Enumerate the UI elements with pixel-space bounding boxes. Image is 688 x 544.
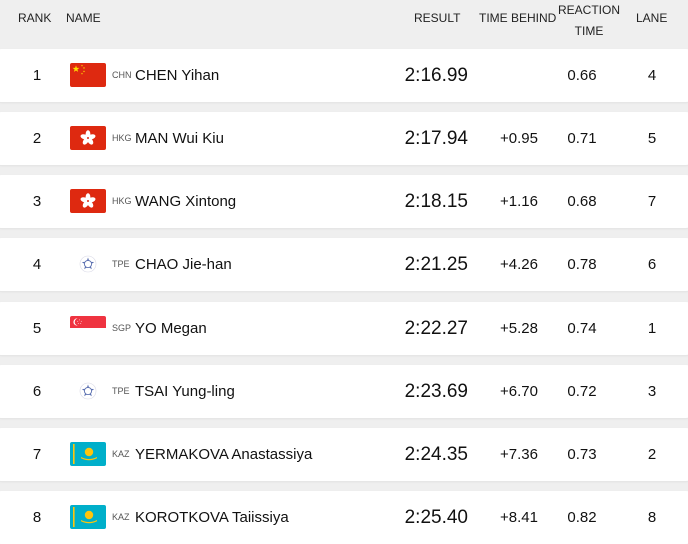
country-code: HKG: [112, 196, 132, 206]
result-row-1[interactable]: 1 CHN CHEN Yihan 2:16.99 0.66 4: [0, 49, 688, 102]
time-behind: +8.41: [500, 509, 538, 526]
country-code: CHN: [112, 70, 132, 80]
flag-chn-icon: [70, 63, 106, 87]
result-time: 2:21.25: [404, 254, 468, 275]
result-row-7[interactable]: 7 KAZ YERMAKOVA Anastassiya 2:24.35 +7.3…: [0, 428, 688, 481]
header-result: RESULT: [414, 11, 461, 25]
header-rank: RANK: [18, 11, 52, 25]
country-code: KAZ: [112, 449, 130, 459]
athlete-name[interactable]: CHAO Jie-han: [135, 256, 232, 273]
header-reaction-time: REACTION TIME: [553, 0, 625, 42]
result-time: 2:24.35: [404, 444, 468, 465]
time-behind: +5.28: [500, 320, 538, 337]
result-time: 2:16.99: [404, 65, 468, 86]
flag-kaz-icon: [70, 442, 106, 466]
lane-number: 8: [647, 509, 657, 526]
flag-hkg-icon: [70, 126, 106, 150]
flag-sgp-icon: [70, 316, 106, 340]
time-behind: +7.36: [500, 446, 538, 463]
athlete-name[interactable]: MAN Wui Kiu: [135, 130, 224, 147]
athlete-name[interactable]: YO Megan: [135, 320, 207, 337]
flag-hkg-icon: [70, 189, 106, 213]
result-row-2[interactable]: 2 HKG MAN Wui Kiu 2:17.94 +0.95 0.71 5: [0, 112, 688, 165]
rank-cell: 5: [32, 320, 42, 337]
reaction-time: 0.71: [567, 130, 597, 147]
result-time: 2:17.94: [404, 128, 468, 149]
lane-number: 3: [647, 383, 657, 400]
flag-hkg-icon: [70, 126, 106, 150]
results-header: RANK NAME RESULT TIME BEHIND REACTION TI…: [0, 0, 688, 44]
country-code: KAZ: [112, 512, 130, 522]
flag-tpe-icon: [70, 252, 106, 276]
time-behind: +1.16: [500, 193, 538, 210]
flag-sgp-icon: [70, 316, 106, 340]
header-name: NAME: [66, 11, 101, 25]
flag-chn-icon: [70, 63, 106, 87]
reaction-time: 0.82: [567, 509, 597, 526]
result-time: 2:18.15: [404, 191, 468, 212]
country-code: TPE: [112, 386, 130, 396]
lane-number: 5: [647, 130, 657, 147]
reaction-time: 0.68: [567, 193, 597, 210]
result-row-5[interactable]: 5 SGP YO Megan 2:22.27 +5.28 0.74 1: [0, 302, 688, 355]
lane-number: 6: [647, 256, 657, 273]
result-row-6[interactable]: 6 TPE TSAI Yung-ling 2:23.69 +6.70 0.72 …: [0, 365, 688, 418]
rank-cell: 8: [32, 509, 42, 526]
result-row-8[interactable]: 8 KAZ KOROTKOVA Taiissiya 2:25.40 +8.41 …: [0, 491, 688, 544]
time-behind: +4.26: [500, 256, 538, 273]
header-reaction-line1: REACTION: [557, 3, 620, 17]
lane-number: 7: [647, 193, 657, 210]
athlete-name[interactable]: TSAI Yung-ling: [135, 383, 235, 400]
reaction-time: 0.74: [567, 320, 597, 337]
time-behind: +6.70: [500, 383, 538, 400]
time-behind: +0.95: [500, 130, 538, 147]
flag-kaz-icon: [70, 442, 106, 466]
result-row-4[interactable]: 4 TPE CHAO Jie-han 2:21.25 +4.26 0.78 6: [0, 238, 688, 291]
flag-tpe-icon: [70, 379, 106, 403]
rank-cell: 6: [32, 383, 42, 400]
result-time: 2:22.27: [404, 318, 468, 339]
flag-tpe-icon: [70, 252, 106, 276]
athlete-name[interactable]: CHEN Yihan: [135, 67, 220, 84]
time-behind: [478, 49, 538, 102]
result-time: 2:23.69: [404, 381, 468, 402]
reaction-time: 0.73: [567, 446, 597, 463]
rank-cell: 1: [32, 67, 42, 84]
flag-hkg-icon: [70, 189, 106, 213]
rank-cell: 3: [32, 193, 42, 210]
flag-tpe-icon: [70, 379, 106, 403]
athlete-name[interactable]: KOROTKOVA Taiissiya: [135, 509, 289, 526]
country-code: HKG: [112, 133, 132, 143]
athlete-name[interactable]: WANG Xintong: [135, 193, 237, 210]
header-time-behind: TIME BEHIND: [479, 11, 557, 25]
header-lane: LANE: [636, 11, 668, 25]
result-row-3[interactable]: 3 HKG WANG Xintong 2:18.15 +1.16 0.68 7: [0, 175, 688, 228]
reaction-time: 0.72: [567, 383, 597, 400]
athlete-name[interactable]: YERMAKOVA Anastassiya: [135, 446, 313, 463]
rank-cell: 4: [32, 256, 42, 273]
rank-cell: 7: [32, 446, 42, 463]
flag-kaz-icon: [70, 505, 106, 529]
result-time: 2:25.40: [404, 507, 468, 528]
rank-cell: 2: [32, 130, 42, 147]
country-code: SGP: [112, 323, 132, 333]
reaction-time: 0.78: [567, 256, 597, 273]
lane-number: 2: [647, 446, 657, 463]
lane-number: 4: [647, 67, 657, 84]
country-code: TPE: [112, 259, 130, 269]
reaction-time: 0.66: [567, 67, 597, 84]
header-reaction-line2: TIME: [574, 24, 604, 38]
lane-number: 1: [647, 320, 657, 337]
flag-kaz-icon: [70, 505, 106, 529]
